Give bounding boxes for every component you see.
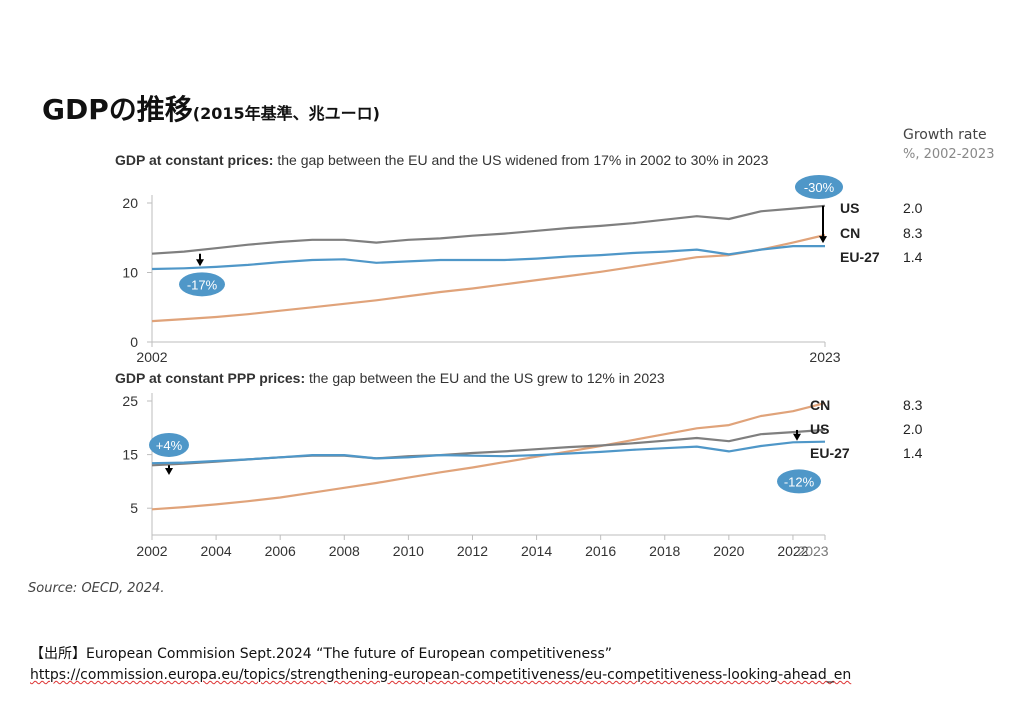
chart-1-y-tick-label: 20: [122, 195, 138, 211]
chart-1-legend-cn: CN: [840, 225, 860, 241]
chart-2-gap-2002-arrow-head: [165, 467, 173, 475]
chart-2-legend-eu-27: EU-27: [810, 445, 850, 461]
chart-2-x-tick-label: 2014: [521, 543, 552, 559]
chart-1-gap-2002-bubble: [179, 272, 225, 297]
chart-2-title: GDP at constant PPP prices: the gap betw…: [115, 370, 665, 386]
chart-1-gap-2023-bubble: [795, 175, 843, 200]
chart-2-gap-2023-label: -12%: [784, 474, 815, 489]
chart-1-y-tick-label: 0: [130, 334, 138, 350]
chart-2-growth-eu-27: 1.4: [903, 445, 923, 461]
reference-label: 【出所】European Commision Sept.2024 “The fu…: [30, 646, 612, 662]
reference-url[interactable]: https://commission.europa.eu/topics/stre…: [30, 667, 852, 683]
chart-1-x-tick-label: 2023: [809, 349, 840, 365]
chart-1-gap-2023-arrow-head: [819, 236, 827, 244]
chart-1-growth-us: 2.0: [903, 200, 923, 216]
chart-2-title-rest: the gap between the EU and the US grew t…: [305, 370, 665, 386]
chart-2-gap-2002-bubble: [149, 432, 189, 457]
chart-1-title: GDP at constant prices: the gap between …: [115, 152, 769, 168]
chart-2-x-tick-label: 2006: [265, 543, 296, 559]
chart-1-gap-2002-label: -17%: [187, 277, 218, 292]
chart-1-growth-cn: 8.3: [903, 225, 923, 241]
chart-2-growth-us: 2.0: [903, 421, 923, 437]
title-subtitle: (2015年基準、兆ユーロ): [192, 104, 380, 123]
chart-2-x-tick-label: 2020: [713, 543, 744, 559]
chart-1-gap-2002-arrow-head: [196, 259, 204, 267]
chart-1-legend-eu-27: EU-27: [840, 249, 880, 265]
chart-2-x-tick-label: 2023: [797, 543, 828, 559]
chart-1-gap-2023-label: -30%: [804, 180, 835, 195]
growth-rate-header: Growth rate %, 2002-2023: [903, 125, 994, 165]
chart-1-title-bold: GDP at constant prices:: [115, 152, 273, 168]
chart-1-legend-us: US: [840, 200, 859, 216]
chart-1-y-tick-label: 10: [122, 265, 138, 281]
chart-2-x-tick-label: 2008: [329, 543, 360, 559]
chart-2-growth-cn: 8.3: [903, 397, 923, 413]
chart-2-title-bold: GDP at constant PPP prices:: [115, 370, 305, 386]
chart-2-x-tick-label: 2010: [393, 543, 424, 559]
chart-1-growth-eu-27: 1.4: [903, 249, 923, 265]
chart-2-legend-cn: CN: [810, 397, 830, 413]
reference-block: 【出所】European Commision Sept.2024 “The fu…: [30, 644, 851, 686]
chart-2-y-tick-label: 15: [122, 447, 138, 463]
chart-1-title-rest: the gap between the EU and the US widene…: [273, 152, 768, 168]
chart-2-gap-2023-arrow-head: [793, 433, 801, 441]
source-note: Source: OECD, 2024.: [28, 581, 165, 596]
chart-2-gap-2023-bubble: [777, 469, 821, 494]
chart-2-legend-us: US: [810, 421, 829, 437]
chart-2-series-cn-line: [151, 402, 826, 511]
chart-2-x-tick-label: 2022: [777, 543, 808, 559]
chart-1-series-us-line: [151, 204, 826, 255]
chart-2-x-tick-label: 2018: [649, 543, 680, 559]
chart-2-x-tick-label: 2016: [585, 543, 616, 559]
chart-1-series-cn-line: [151, 233, 826, 323]
chart-2-y-tick-label: 5: [130, 500, 138, 516]
growth-rate-title: Growth rate: [903, 127, 987, 143]
chart-2-gap-2002-label: +4%: [156, 438, 183, 453]
chart-2-x-tick-label: 2002: [136, 543, 167, 559]
chart-2-y-tick-label: 25: [122, 393, 138, 409]
chart-1-series-eu-27-line: [151, 245, 825, 271]
title-main: GDPの推移: [42, 93, 193, 126]
chart-2-x-tick-label: 2012: [457, 543, 488, 559]
chart-1-x-tick-label: 2002: [136, 349, 167, 365]
chart-2-x-tick-label: 2004: [201, 543, 232, 559]
chart-2-series-eu-27-line: [151, 440, 826, 465]
growth-rate-period: %, 2002-2023: [903, 147, 995, 162]
page-title: GDPの推移(2015年基準、兆ユーロ): [42, 88, 380, 128]
